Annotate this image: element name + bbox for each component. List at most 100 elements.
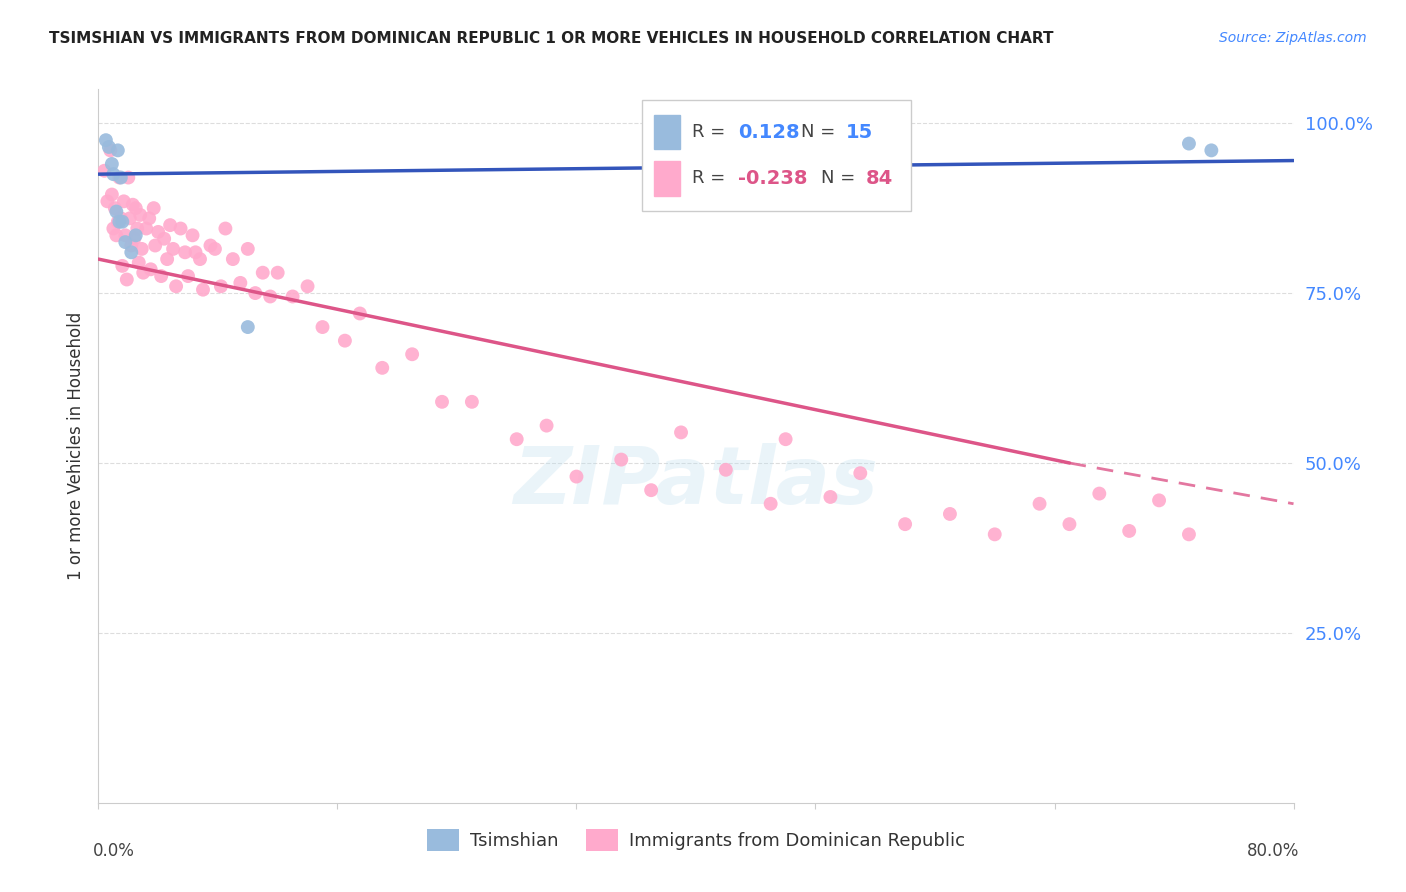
Point (135, 221, 157, 235)
Point (101, 157, 124, 171)
Point (1201, 144, 1223, 158)
Point (107, 144, 129, 158)
Point (775, 432, 797, 446)
Point (669, 425, 692, 440)
Point (103, 221, 125, 235)
Text: TSIMSHIAN VS IMMIGRANTS FROM DOMINICAN REPUBLIC 1 OR MORE VEHICLES IN HOUSEHOLD : TSIMSHIAN VS IMMIGRANTS FROM DOMINICAN R… (49, 31, 1053, 46)
Point (117, 170, 139, 185)
Point (125, 228, 148, 243)
Point (108, 170, 131, 185)
Point (129, 208, 152, 222)
Point (714, 463, 737, 477)
Point (401, 347, 423, 361)
Point (1147, 493, 1170, 508)
Point (98, 144, 122, 158)
Point (939, 507, 962, 521)
Point (200, 238, 222, 252)
Point (209, 279, 232, 293)
Point (177, 269, 200, 284)
Point (281, 289, 304, 303)
Text: N =: N = (821, 169, 862, 187)
Point (236, 320, 259, 334)
Text: R =: R = (692, 169, 731, 187)
Point (461, 394, 484, 409)
Point (138, 211, 160, 226)
Point (1088, 486, 1111, 500)
Point (110, 211, 132, 226)
Point (610, 452, 633, 467)
Point (984, 527, 1007, 541)
Point (236, 242, 259, 256)
Point (112, 194, 135, 209)
Point (121, 198, 143, 212)
Point (101, 187, 124, 202)
Point (118, 211, 141, 226)
Point (245, 286, 267, 301)
Point (506, 432, 529, 446)
Point (111, 215, 134, 229)
Point (820, 490, 842, 504)
Point (96, 194, 118, 209)
Point (97, 140, 120, 154)
Point (430, 394, 453, 409)
Point (139, 262, 162, 277)
Point (184, 245, 207, 260)
Point (259, 289, 281, 303)
Point (267, 266, 290, 280)
Point (759, 497, 782, 511)
Text: 0.128: 0.128 (738, 122, 800, 142)
Point (132, 266, 155, 280)
Point (156, 252, 179, 266)
Point (143, 238, 166, 252)
Point (297, 279, 319, 293)
Point (1178, 136, 1201, 151)
Text: 84: 84 (866, 169, 893, 188)
Point (1178, 527, 1201, 541)
Bar (654, 115, 681, 149)
Text: -0.238: -0.238 (738, 169, 807, 188)
Point (107, 215, 129, 229)
Point (120, 245, 142, 260)
Point (148, 225, 170, 239)
Point (153, 232, 176, 246)
Point (371, 360, 394, 375)
Text: 0.0%: 0.0% (93, 842, 135, 860)
Point (214, 221, 236, 235)
Point (93, 163, 115, 178)
Point (115, 272, 138, 286)
Point (104, 201, 127, 215)
Point (159, 218, 181, 232)
Point (111, 259, 134, 273)
Point (174, 245, 197, 260)
Point (114, 228, 136, 243)
Text: R =: R = (692, 123, 731, 141)
Y-axis label: 1 or more Vehicles in Household: 1 or more Vehicles in Household (66, 312, 84, 580)
Point (110, 170, 132, 185)
Point (849, 466, 872, 480)
Point (229, 276, 252, 290)
Text: Source: ZipAtlas.com: Source: ZipAtlas.com (1219, 31, 1367, 45)
Point (349, 306, 371, 320)
Point (565, 469, 588, 483)
Point (165, 279, 187, 293)
Point (252, 266, 274, 280)
Point (105, 228, 128, 243)
Point (188, 252, 211, 266)
Point (150, 269, 173, 284)
Point (536, 418, 558, 433)
Legend: Tsimshian, Immigrants from Dominican Republic: Tsimshian, Immigrants from Dominican Rep… (419, 822, 973, 858)
Point (894, 517, 917, 532)
Text: N =: N = (801, 123, 841, 141)
Point (125, 201, 148, 215)
Point (131, 242, 153, 256)
Point (162, 242, 184, 256)
Point (222, 252, 245, 266)
Point (191, 283, 214, 297)
Point (128, 255, 150, 269)
FancyBboxPatch shape (643, 100, 911, 211)
Point (127, 221, 149, 235)
Point (311, 320, 333, 334)
Point (181, 228, 204, 243)
Point (114, 235, 136, 249)
Point (105, 204, 128, 219)
